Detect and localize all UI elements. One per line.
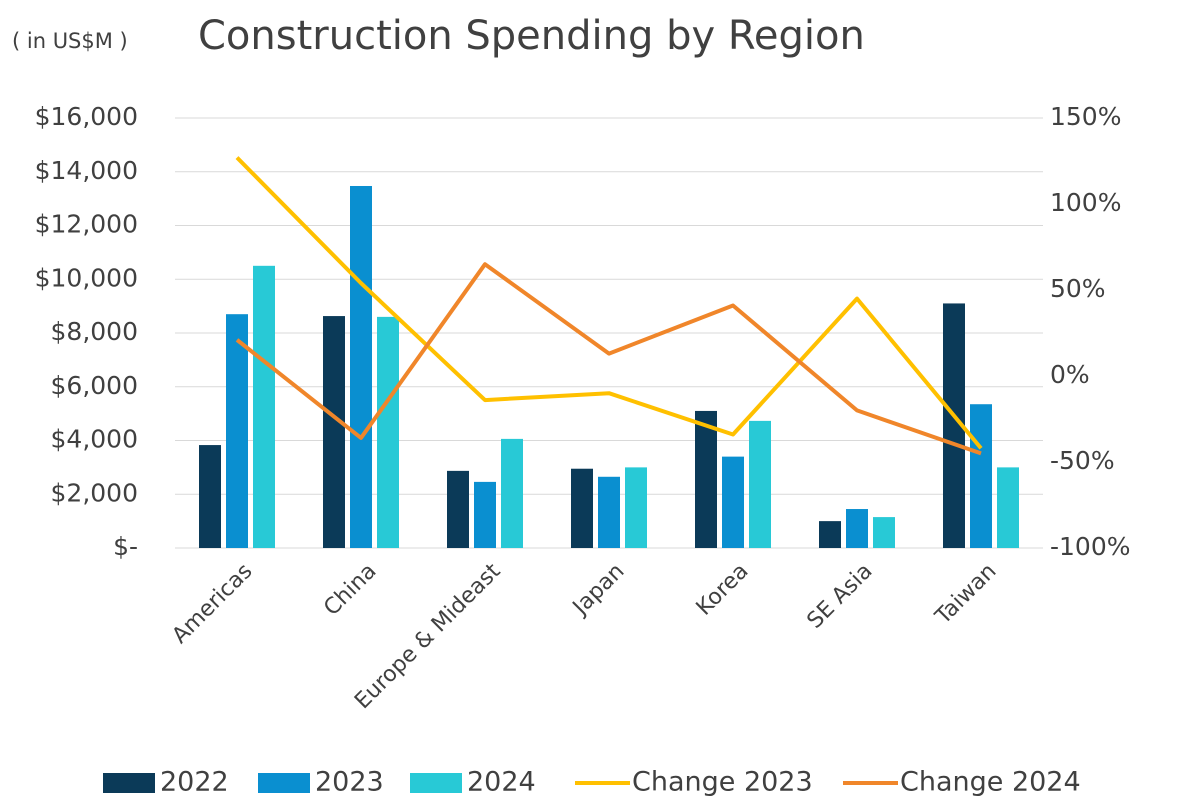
bar [226, 314, 248, 548]
y-tick-label: $2,000 [51, 478, 138, 507]
legend-label: Change 2024 [900, 767, 1081, 798]
bar [323, 316, 345, 548]
legend-item: Change 2024 [843, 767, 1081, 798]
bar [846, 509, 868, 548]
x-tick-label: SE Asia [803, 559, 878, 634]
bar [501, 438, 523, 548]
y-tick-label: $4,000 [51, 425, 138, 454]
y2-tick-label: 0% [1050, 360, 1090, 389]
y2-tick-label: 150% [1050, 102, 1121, 131]
y-tick-label: $6,000 [51, 371, 138, 400]
legend-swatch [103, 773, 155, 793]
legend-label: Change 2023 [632, 767, 813, 798]
legend-label: 2024 [467, 767, 536, 798]
legend-swatch [258, 773, 310, 793]
bar [377, 316, 399, 548]
line-series [235, 156, 983, 450]
bar [447, 470, 469, 548]
line-series [235, 262, 982, 456]
bar [571, 468, 593, 548]
bar [695, 410, 717, 548]
legend-item: 2024 [410, 767, 536, 798]
bar [943, 303, 965, 548]
legend-label: 2023 [315, 767, 384, 798]
bar [819, 521, 841, 548]
bar [199, 445, 221, 548]
y2-tick-label: 50% [1050, 274, 1106, 303]
bar [722, 456, 744, 548]
x-tick-label: China [319, 559, 381, 621]
x-tick-label: Taiwan [930, 559, 1001, 630]
legend-label: 2022 [160, 767, 229, 798]
y-tick-label: $10,000 [35, 263, 138, 292]
legend-swatch [410, 773, 462, 793]
x-tick-label: Korea [692, 559, 754, 621]
legend-item: Change 2023 [575, 767, 813, 798]
y2-tick-label: -50% [1050, 446, 1115, 475]
chart-subtitle: ( in US$M ) [12, 29, 128, 53]
y2-tick-label: 100% [1050, 188, 1121, 217]
bar [873, 517, 895, 548]
x-tick-label: Japan [567, 559, 629, 621]
y-tick-label: $14,000 [35, 156, 138, 185]
bar [253, 265, 275, 548]
bar [598, 476, 620, 548]
bar [350, 185, 372, 548]
x-tick-label: Americas [168, 559, 258, 649]
legend-item: 2022 [103, 767, 229, 798]
bar [474, 481, 496, 548]
y-tick-label: $12,000 [35, 210, 138, 239]
y2-tick-label: -100% [1050, 532, 1131, 561]
bar [749, 420, 771, 548]
bar [970, 404, 992, 548]
chart-title: Construction Spending by Region [198, 13, 865, 59]
bar [625, 467, 647, 548]
legend-item: 2023 [258, 767, 384, 798]
bar [997, 467, 1019, 548]
y-tick-label: $- [113, 532, 138, 561]
y-tick-label: $8,000 [51, 317, 138, 346]
y-tick-label: $16,000 [35, 102, 138, 131]
